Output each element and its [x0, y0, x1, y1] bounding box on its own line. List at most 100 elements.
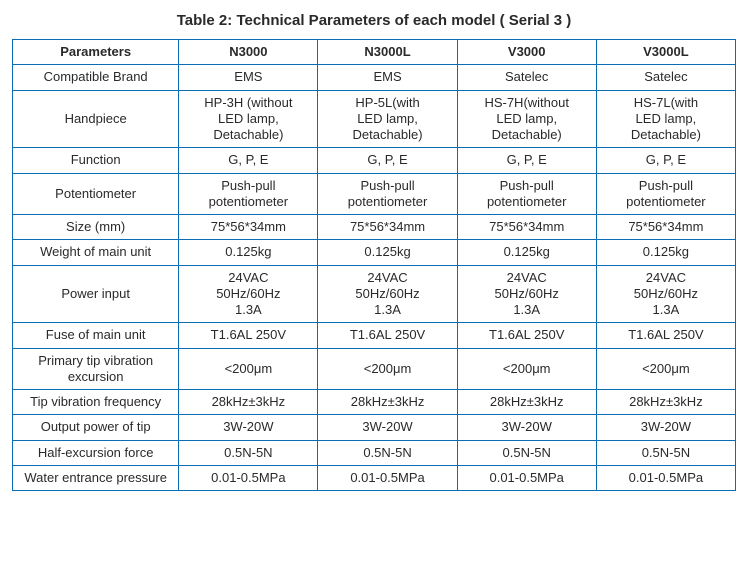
cell-line: Push-pull: [462, 178, 592, 194]
value-cell: Push-pullpotentiometer: [457, 173, 596, 215]
param-cell: Tip vibration frequency: [13, 390, 179, 415]
value-cell: T1.6AL 250V: [457, 323, 596, 348]
table-row: Half-excursion force0.5N-5N0.5N-5N0.5N-5…: [13, 440, 736, 465]
cell-line: 0.01-0.5MPa: [322, 470, 452, 486]
cell-line: 3W-20W: [601, 419, 731, 435]
value-cell: EMS: [318, 65, 457, 90]
value-cell: 28kHz±3kHz: [179, 390, 318, 415]
value-cell: 75*56*34mm: [457, 215, 596, 240]
param-cell: Potentiometer: [13, 173, 179, 215]
cell-line: 3W-20W: [322, 419, 452, 435]
value-cell: 3W-20W: [457, 415, 596, 440]
value-cell: Satelec: [457, 65, 596, 90]
value-cell: 24VAC50Hz/60Hz1.3A: [179, 265, 318, 323]
value-cell: G, P, E: [179, 148, 318, 173]
header-row: Parameters N3000 N3000L V3000 V3000L: [13, 40, 736, 65]
cell-line: Push-pull: [183, 178, 313, 194]
cell-line: <200μm: [462, 361, 592, 377]
value-cell: 24VAC50Hz/60Hz1.3A: [596, 265, 735, 323]
value-cell: 3W-20W: [596, 415, 735, 440]
cell-line: 1.3A: [601, 302, 731, 318]
param-cell: Fuse of main unit: [13, 323, 179, 348]
param-cell: Power input: [13, 265, 179, 323]
cell-line: Detachable): [601, 127, 731, 143]
cell-line: EMS: [322, 69, 452, 85]
table-title: Table 2: Technical Parameters of each mo…: [12, 12, 736, 29]
cell-line: 1.3A: [322, 302, 452, 318]
value-cell: <200μm: [596, 348, 735, 390]
param-cell: Function: [13, 148, 179, 173]
value-cell: 0.01-0.5MPa: [457, 465, 596, 490]
cell-line: <200μm: [183, 361, 313, 377]
cell-line: G, P, E: [322, 152, 452, 168]
value-cell: Push-pullpotentiometer: [318, 173, 457, 215]
value-cell: 0.125kg: [596, 240, 735, 265]
value-cell: 0.5N-5N: [179, 440, 318, 465]
value-cell: EMS: [179, 65, 318, 90]
value-cell: 24VAC50Hz/60Hz1.3A: [318, 265, 457, 323]
cell-line: Satelec: [601, 69, 731, 85]
cell-line: HS-7L(with: [601, 95, 731, 111]
table-row: Primary tip vibration excursion<200μm<20…: [13, 348, 736, 390]
cell-line: 0.125kg: [462, 244, 592, 260]
table-row: PotentiometerPush-pullpotentiometerPush-…: [13, 173, 736, 215]
cell-line: G, P, E: [601, 152, 731, 168]
value-cell: T1.6AL 250V: [596, 323, 735, 348]
value-cell: 75*56*34mm: [179, 215, 318, 240]
value-cell: HP-3H (withoutLED lamp,Detachable): [179, 90, 318, 148]
value-cell: 75*56*34mm: [318, 215, 457, 240]
cell-line: 28kHz±3kHz: [462, 394, 592, 410]
cell-line: 24VAC: [601, 270, 731, 286]
cell-line: potentiometer: [601, 194, 731, 210]
cell-line: 50Hz/60Hz: [462, 286, 592, 302]
value-cell: 24VAC50Hz/60Hz1.3A: [457, 265, 596, 323]
table-row: Water entrance pressure0.01-0.5MPa0.01-0…: [13, 465, 736, 490]
value-cell: 0.5N-5N: [457, 440, 596, 465]
cell-line: 75*56*34mm: [183, 219, 313, 235]
cell-line: <200μm: [601, 361, 731, 377]
value-cell: Satelec: [596, 65, 735, 90]
value-cell: 28kHz±3kHz: [596, 390, 735, 415]
cell-line: Push-pull: [601, 178, 731, 194]
cell-line: 1.3A: [183, 302, 313, 318]
cell-line: Detachable): [462, 127, 592, 143]
param-cell: Size (mm): [13, 215, 179, 240]
cell-line: 24VAC: [462, 270, 592, 286]
value-cell: HS-7H(withoutLED lamp,Detachable): [457, 90, 596, 148]
cell-line: 0.5N-5N: [183, 445, 313, 461]
value-cell: G, P, E: [596, 148, 735, 173]
cell-line: Detachable): [183, 127, 313, 143]
cell-line: 28kHz±3kHz: [601, 394, 731, 410]
cell-line: Satelec: [462, 69, 592, 85]
param-cell: Output power of tip: [13, 415, 179, 440]
cell-line: LED lamp,: [183, 111, 313, 127]
table-row: Compatible BrandEMSEMSSatelecSatelec: [13, 65, 736, 90]
cell-line: T1.6AL 250V: [322, 327, 452, 343]
cell-line: G, P, E: [462, 152, 592, 168]
cell-line: 50Hz/60Hz: [601, 286, 731, 302]
table-row: Weight of main unit0.125kg0.125kg0.125kg…: [13, 240, 736, 265]
cell-line: 3W-20W: [462, 419, 592, 435]
cell-line: G, P, E: [183, 152, 313, 168]
cell-line: 0.125kg: [601, 244, 731, 260]
cell-line: Detachable): [322, 127, 452, 143]
cell-line: LED lamp,: [601, 111, 731, 127]
cell-line: 24VAC: [183, 270, 313, 286]
value-cell: <200μm: [457, 348, 596, 390]
cell-line: EMS: [183, 69, 313, 85]
value-cell: 0.5N-5N: [318, 440, 457, 465]
value-cell: T1.6AL 250V: [179, 323, 318, 348]
cell-line: 1.3A: [462, 302, 592, 318]
cell-line: 75*56*34mm: [462, 219, 592, 235]
param-cell: Weight of main unit: [13, 240, 179, 265]
value-cell: 3W-20W: [318, 415, 457, 440]
col-v3000: V3000: [457, 40, 596, 65]
cell-line: 24VAC: [322, 270, 452, 286]
value-cell: <200μm: [318, 348, 457, 390]
param-cell: Primary tip vibration excursion: [13, 348, 179, 390]
cell-line: potentiometer: [183, 194, 313, 210]
cell-line: 0.01-0.5MPa: [601, 470, 731, 486]
value-cell: 28kHz±3kHz: [457, 390, 596, 415]
value-cell: 0.125kg: [457, 240, 596, 265]
cell-line: potentiometer: [462, 194, 592, 210]
